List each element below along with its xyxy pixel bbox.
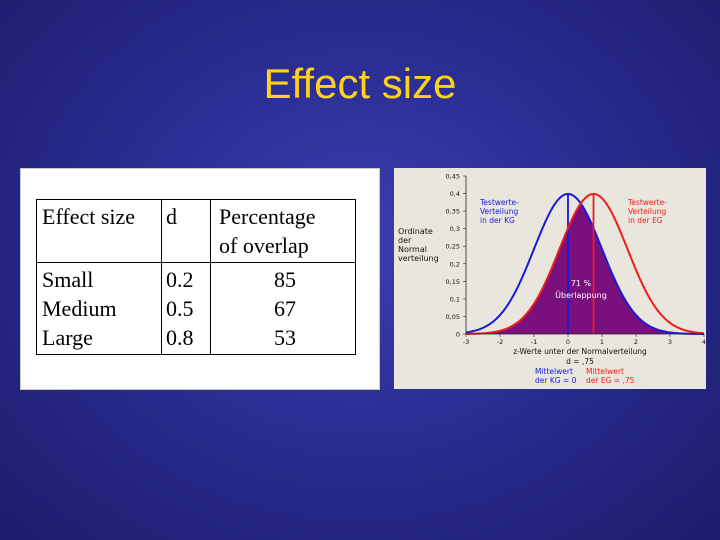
d-small: 0.2 [166,267,194,292]
eg-mean-line: der EG = ,75 [586,376,635,385]
d-medium: 0.5 [166,296,194,321]
kg-mean-line: der KG = 0 [535,376,577,385]
y-tick-label: 0,15 [446,278,460,286]
x-axis-label: z-Werte unter der Normalverteilung [513,347,647,356]
size-small: Small [42,267,94,292]
x-tick-label: -1 [531,338,537,346]
size-cell: Small Medium Large [36,262,162,355]
x-tick-label: 2 [634,338,638,346]
size-large: Large [42,325,93,350]
header-overlap: Percentage of overlap [210,199,356,263]
header-d: d [161,199,211,263]
overlap-caption-label: Überlappung [555,290,607,300]
y-tick-label: 0,05 [446,313,460,321]
eg-label-line: Verteilung [628,207,666,216]
eg-distribution-label: Testwerte- Verteilung in der EG [627,198,669,225]
x-tick-label: 3 [668,338,672,346]
x-tick-label: -3 [463,338,469,346]
overlap-medium: 67 [274,296,296,321]
y-tick-label: 0,3 [450,225,460,233]
slide-title: Effect size [263,60,457,107]
overlap-small: 85 [274,267,296,292]
x-tick-label: 4 [702,338,706,346]
y-axis-label: Ordinate der Normal verteilung [398,227,439,263]
overlap-area [466,203,704,334]
d-large: 0.8 [166,325,194,350]
normal-distribution-chart: 0 0,05 0,1 0,15 0,2 0,25 0,3 0,35 0,4 0,45 -3 -2 -1 0… [394,168,706,389]
kg-label-line: Testwerte- [479,198,519,207]
table-row: Small Medium Large 0.2 0.5 0.8 85 67 53 [36,262,356,355]
d-cell: 0.2 0.5 0.8 [161,262,211,355]
effect-size-table-panel: Effect size d Percentage of overlap Smal… [20,168,380,390]
size-medium: Medium [42,296,117,321]
y-tick-label: 0,25 [446,243,460,251]
x-tick-label: 1 [600,338,604,346]
kg-distribution-label: Testwerte- Verteilung in der KG [479,198,521,225]
header-effect-size: Effect size [36,199,162,263]
x-tick-label: -2 [497,338,503,346]
y-tick-label: 0,45 [446,173,460,181]
eg-mean-line: Mittelwert [586,367,624,376]
header-overlap-line-2: of overlap [219,233,309,258]
eg-mean-label: Mittelwert der EG = ,75 [586,367,635,385]
y-label-line: Normal [398,245,427,254]
overlap-cell: 85 67 53 [210,262,356,355]
y-tick-label: 0 [456,331,460,339]
eg-curve [465,192,705,335]
kg-mean-line: Mittelwert [535,367,573,376]
overlap-large: 53 [274,325,296,350]
table-header-row: Effect size d Percentage of overlap [36,199,356,263]
kg-label-line: in der KG [480,216,515,225]
overlap-percent-label: 71 % [571,279,592,288]
y-tick-label: 0,1 [450,295,460,303]
y-label-line: verteilung [398,254,439,263]
y-tick-label: 0,35 [446,208,460,216]
eg-label-line: Testwerte- [627,198,667,207]
y-tick-label: 0,4 [450,190,460,198]
d-value-label: d = ,75 [566,357,594,366]
x-tick-label: 0 [566,338,570,346]
chart-svg: 0 0,05 0,1 0,15 0,2 0,25 0,3 0,35 0,4 0,45 -3 -2 -1 0… [398,173,706,386]
y-tick-label: 0,2 [450,260,460,268]
kg-label-line: Verteilung [480,207,518,216]
eg-label-line: in der EG [628,216,663,225]
y-label-line: Ordinate [398,227,433,236]
effect-size-table: Effect size d Percentage of overlap Smal… [36,199,356,355]
kg-curve [465,192,704,335]
kg-mean-label: Mittelwert der KG = 0 [535,367,577,385]
y-label-line: der [398,236,412,245]
header-overlap-line-1: Percentage [219,204,316,229]
